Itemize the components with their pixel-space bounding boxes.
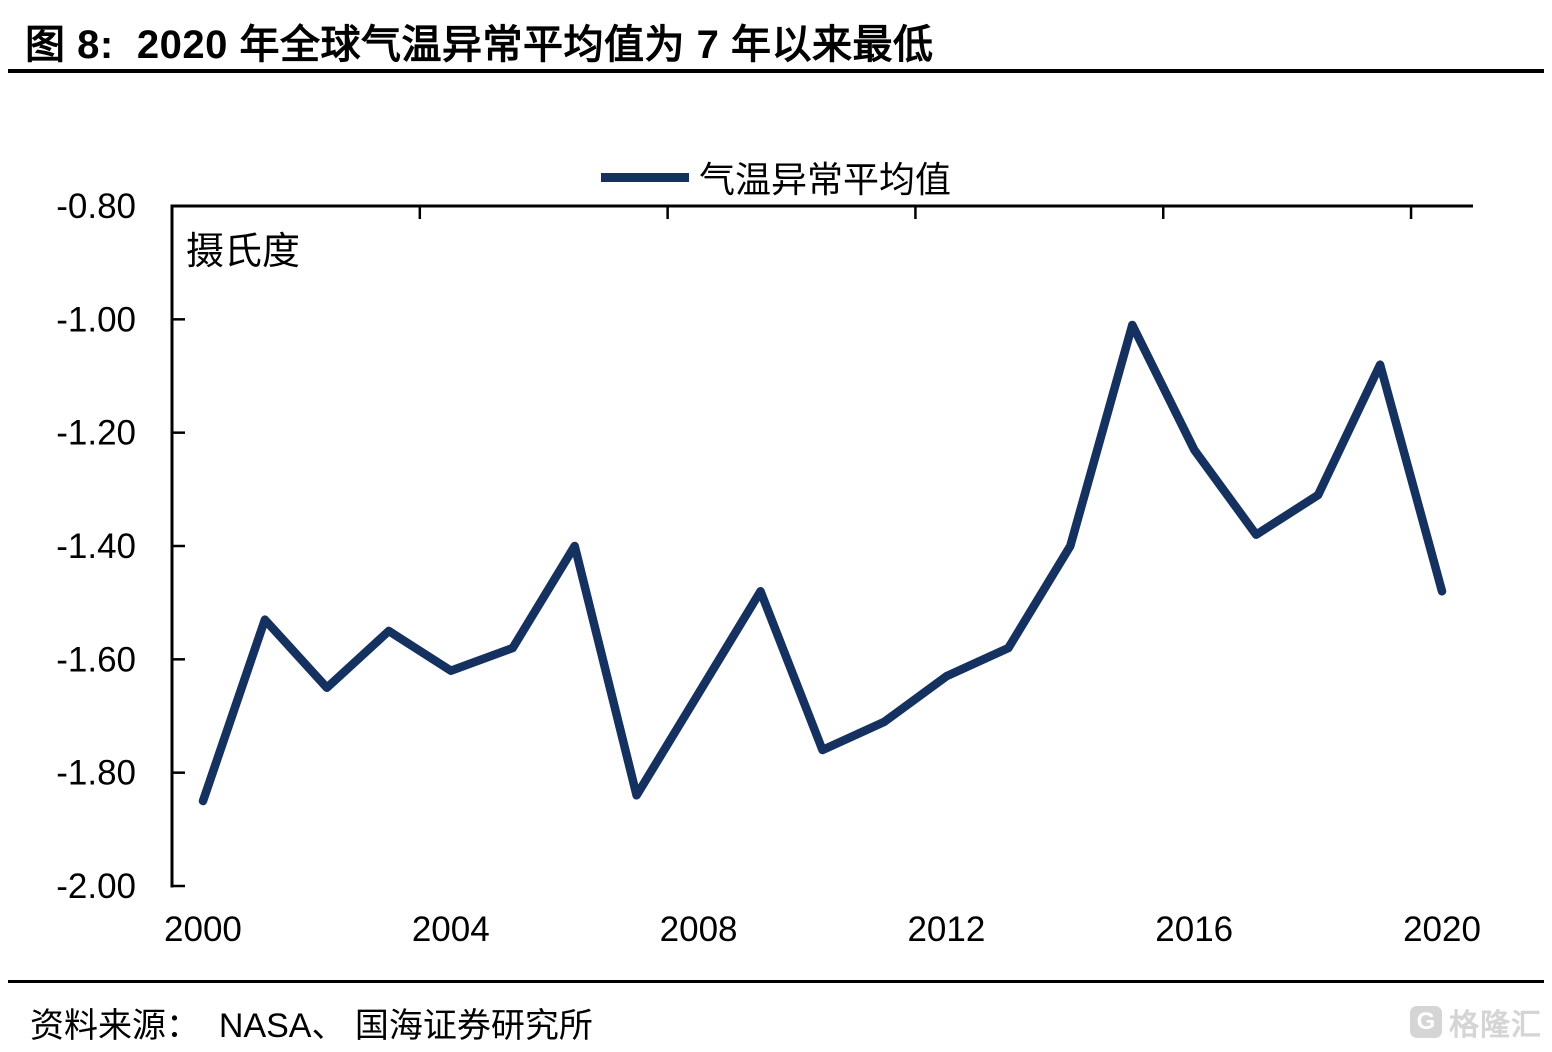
gelonghui-logo-text: 格隆汇 bbox=[1449, 1009, 1542, 1042]
y-axis-tick-label: -0.80 bbox=[56, 187, 136, 226]
y-axis-tick-label: -1.60 bbox=[56, 640, 136, 679]
title-divider bbox=[8, 69, 1544, 73]
chart-legend: 气温异常平均值 bbox=[0, 156, 1552, 200]
x-axis-tick-label: 2000 bbox=[164, 910, 242, 949]
x-axis-tick-label: 2008 bbox=[660, 910, 738, 949]
y-axis-tick-label: -1.80 bbox=[56, 754, 136, 793]
y-axis-tick-label: -2.00 bbox=[56, 867, 136, 906]
gelonghui-logo: G 格隆汇 bbox=[1410, 1000, 1542, 1044]
y-axis-tick-label: -1.20 bbox=[56, 414, 136, 453]
x-axis-tick-label: 2012 bbox=[907, 910, 985, 949]
footer-divider bbox=[8, 980, 1544, 983]
gelonghui-logo-icon: G bbox=[1410, 1006, 1442, 1038]
y-axis-tick-label: -1.00 bbox=[56, 300, 136, 339]
source-note: 资料来源： NASA、 国海证券研究所 bbox=[30, 1007, 593, 1045]
y-axis-tick-label: -1.40 bbox=[56, 527, 136, 566]
series-line bbox=[198, 320, 1447, 806]
legend-line-swatch bbox=[600, 172, 689, 182]
y-axis-unit-label: 摄氏度 bbox=[186, 231, 301, 273]
x-axis-tick-label: 2020 bbox=[1403, 910, 1481, 949]
figure-title: 图 8: 2020 年全球气温异常平均值为 7 年以来最低 bbox=[25, 23, 934, 67]
x-axis-tick-label: 2016 bbox=[1155, 910, 1233, 949]
x-axis-tick-label: 2004 bbox=[412, 910, 490, 949]
legend-label: 气温异常平均值 bbox=[698, 159, 951, 200]
